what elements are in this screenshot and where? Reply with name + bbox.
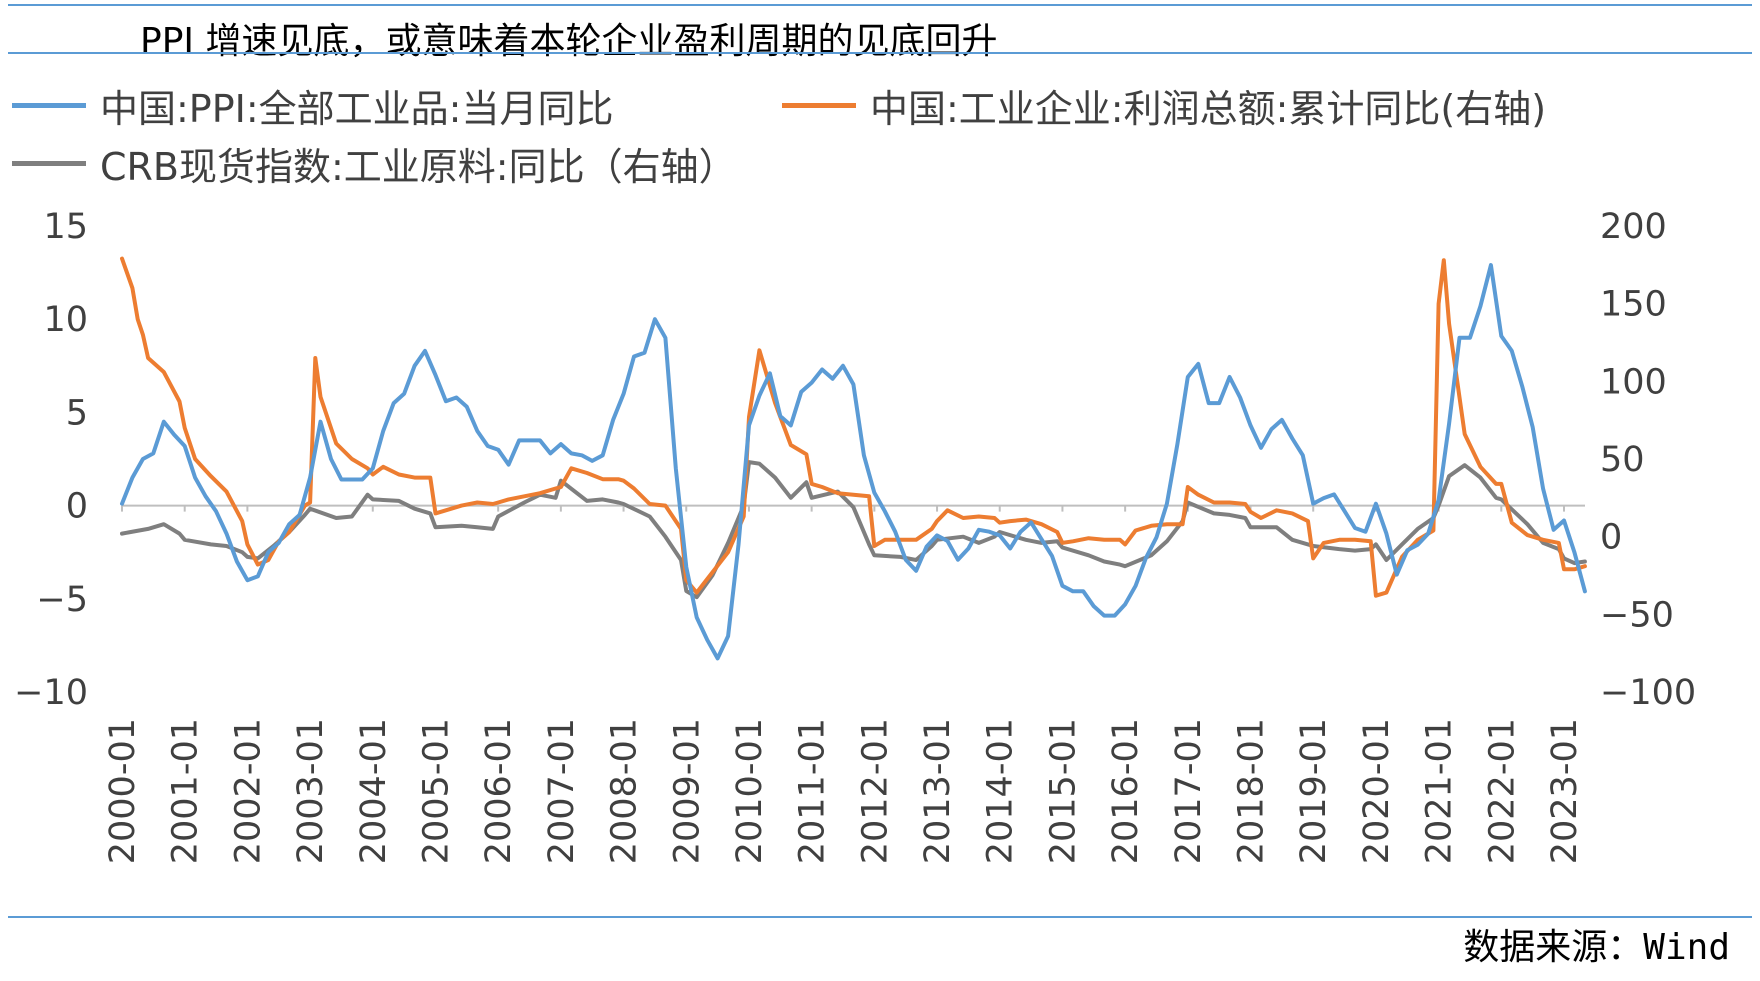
x-tick-label: 2011-01 [793,718,833,864]
right-tick-label: 100 [1600,362,1667,402]
series-lines [120,256,1587,661]
x-tick-label: 2021-01 [1420,718,1460,864]
x-tick-label: 2013-01 [918,718,958,864]
x-tick-label: 2007-01 [542,718,582,864]
x-tick-label: 2008-01 [605,718,645,864]
series-line-ppi [120,263,1587,661]
legend-item-crb: CRB现货指数:工业原料:同比（右轴） [12,136,737,191]
legend-item-profit: 中国:工业企业:利润总额:累计同比(右轴) [782,78,1546,133]
x-tick-label: 2015-01 [1043,718,1083,864]
title-rule [8,52,1752,54]
x-tick-label: 2002-01 [228,718,268,864]
x-tick-label: 2005-01 [416,718,456,864]
left-tick-label: 15 [43,207,88,247]
right-tick-label: −50 [1600,595,1674,635]
right-tick-label: 150 [1600,285,1667,325]
chart-title: PPI 增速见底，或意味着本轮企业盈利周期的见底回升 [140,21,998,62]
x-tick-label: 2014-01 [981,718,1021,864]
x-axis-ticks: 2000-01 2001-01 2002-01 2003-01 2004-01 2005-… [103,505,1585,864]
left-tick-label: 10 [43,300,88,340]
bottom-rule [8,916,1752,918]
right-axis-ticks: 200 150 100 50 0 −50 −100 [1600,207,1696,713]
left-tick-label: −10 [14,673,88,713]
source-note: 数据来源：Wind [1463,927,1730,968]
legend-label-ppi: 中国:PPI:全部工业品:当月同比 [100,87,614,131]
series-line-profit [120,256,1587,598]
x-tick-label: 2009-01 [667,718,707,864]
left-tick-label: 0 [66,487,88,527]
legend-label-crb: CRB现货指数:工业原料:同比（右轴） [100,145,737,189]
right-tick-label: 200 [1600,207,1667,247]
left-tick-label: −5 [36,580,88,620]
x-tick-label: 2003-01 [291,718,331,864]
x-tick-label: 2001-01 [166,718,206,864]
legend-swatch-ppi [12,103,86,108]
top-rule [8,4,1752,6]
x-tick-label: 2022-01 [1482,718,1522,864]
legend-swatch-profit [782,103,856,108]
x-tick-label: 2004-01 [354,718,394,864]
legend-label-profit: 中国:工业企业:利润总额:累计同比(右轴) [870,87,1547,131]
x-tick-label: 2019-01 [1294,718,1334,864]
series-line-crb [120,460,1587,600]
left-axis-ticks: 15 10 5 0 −5 −10 [14,207,88,713]
x-tick-label: 2020-01 [1357,718,1397,864]
legend-swatch-crb [12,161,86,166]
x-tick-label: 2016-01 [1106,718,1146,864]
legend-item-ppi: 中国:PPI:全部工业品:当月同比 [12,78,613,133]
x-tick-label: 2012-01 [855,718,895,864]
x-tick-label: 2023-01 [1545,718,1585,864]
x-tick-label: 2006-01 [479,718,519,864]
left-tick-label: 5 [66,393,88,433]
right-tick-label: 50 [1600,440,1645,480]
x-tick-label: 2000-01 [103,718,143,864]
right-tick-label: −100 [1600,673,1696,713]
right-tick-label: 0 [1600,518,1622,558]
x-tick-label: 2018-01 [1232,718,1272,864]
x-tick-label: 2010-01 [730,718,770,864]
x-tick-label: 2017-01 [1169,718,1209,864]
